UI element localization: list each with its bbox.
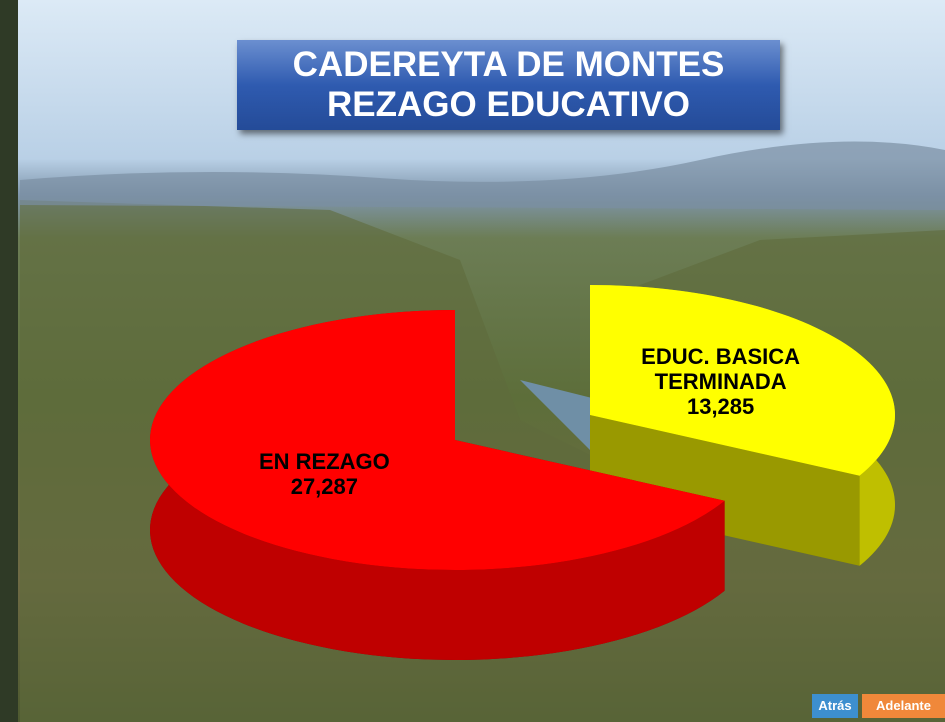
slice-cut-face	[590, 415, 860, 566]
back-button[interactable]: Atrás	[812, 694, 858, 718]
slice-top	[590, 285, 896, 476]
title-line: REZAGO EDUCATIVO	[327, 85, 690, 124]
title-line: CADEREYTA DE MONTES	[292, 45, 725, 84]
pie	[150, 285, 896, 660]
river	[520, 380, 600, 460]
slice-category-label: EDUC. BASICA TERMINADA	[641, 343, 801, 394]
slice-value-label: 27,287	[290, 473, 358, 499]
left-edge	[0, 0, 18, 722]
title-box: CADEREYTA DE MONTES REZAGO EDUCATIVO	[237, 40, 780, 130]
slice-category-label: EN REZAGO	[258, 448, 390, 474]
mountains	[20, 141, 945, 210]
slice-top	[150, 310, 725, 571]
next-button[interactable]: Adelante	[862, 694, 945, 718]
slice-value-label: 13,285	[686, 393, 755, 419]
